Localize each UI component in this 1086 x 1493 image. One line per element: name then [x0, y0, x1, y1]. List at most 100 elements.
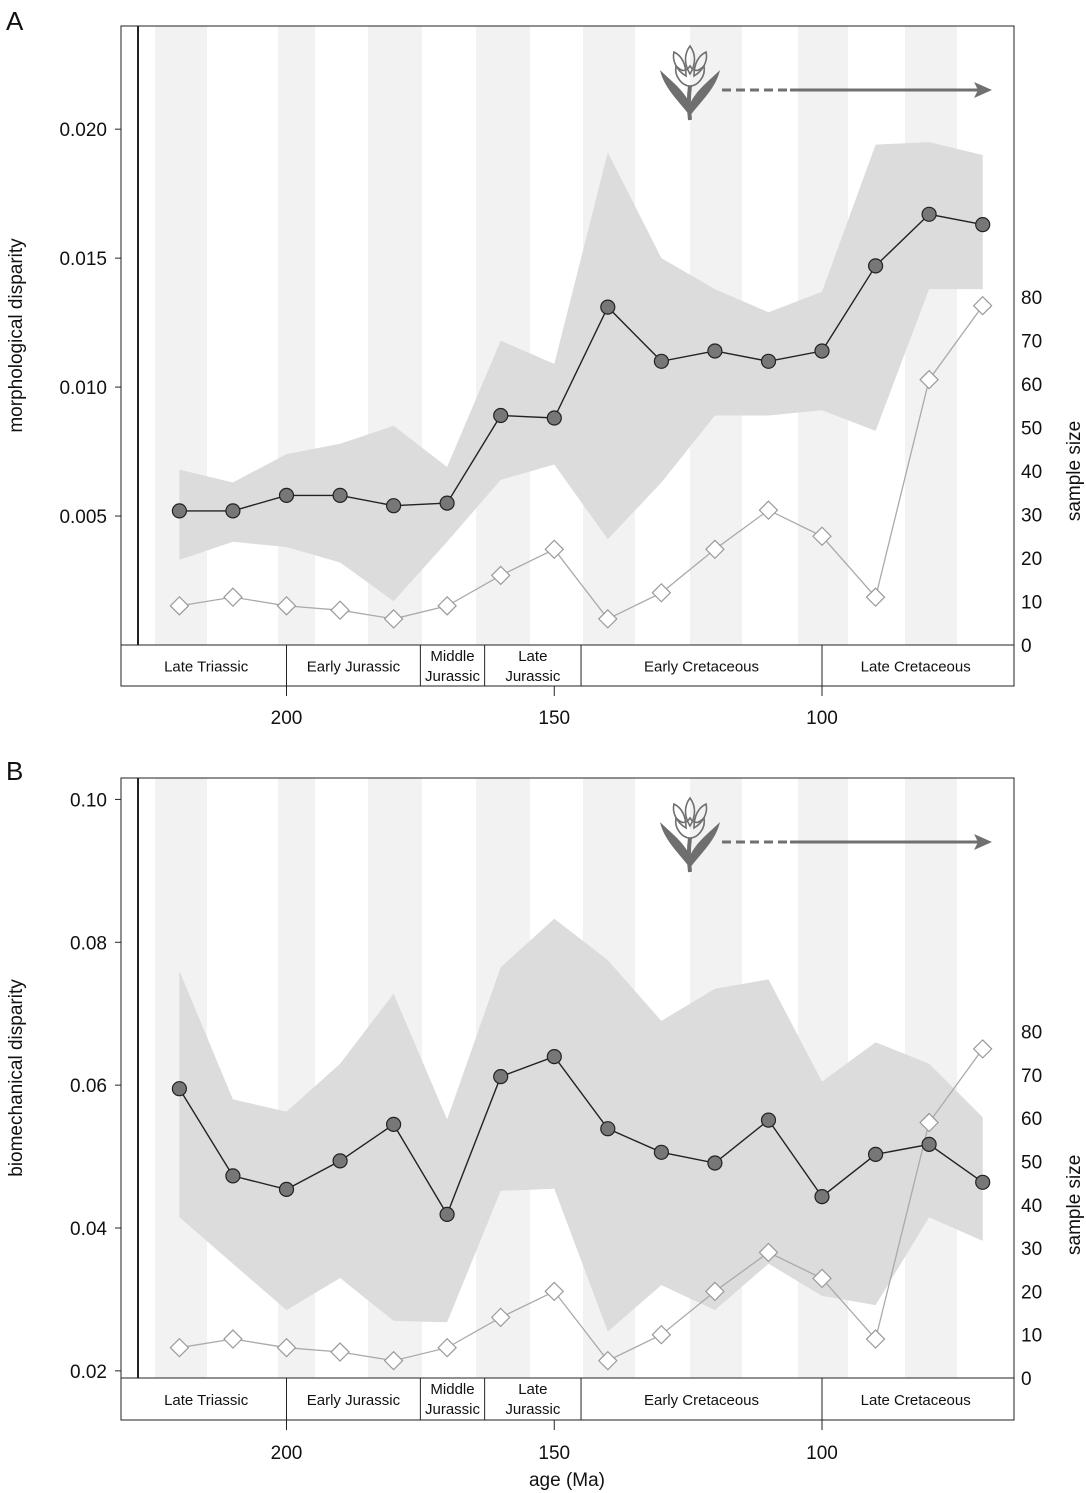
disparity-point[interactable] [439, 1206, 455, 1223]
disparity-point[interactable] [332, 1153, 348, 1169]
disparity-point[interactable] [600, 299, 616, 315]
sample-size-point[interactable] [919, 369, 939, 390]
arrow-head-icon [974, 834, 992, 850]
disparity-point[interactable] [493, 407, 509, 424]
sample-size-line [179, 305, 984, 620]
disparity-point[interactable] [760, 1112, 777, 1128]
y2-tick-label: 50 [1021, 1153, 1042, 1174]
disparity-point[interactable] [171, 1081, 187, 1097]
period-label: Early Cretaceous [644, 1392, 759, 1409]
y2-tick-label: 40 [1021, 462, 1042, 483]
disparity-point[interactable] [867, 258, 884, 274]
sample-size-point[interactable] [437, 1337, 457, 1358]
sample-size-point[interactable] [812, 1268, 832, 1289]
period-label: Middle Jurassic [425, 648, 481, 685]
disparity-point[interactable] [814, 1188, 830, 1205]
y-axis-title: biomechanical disparity [6, 979, 27, 1177]
y2-tick-label: 0 [1021, 636, 1032, 657]
sample-size-point[interactable] [812, 526, 832, 547]
disparity-point[interactable] [707, 343, 723, 359]
y2-tick-label: 80 [1021, 1023, 1042, 1044]
sample-size-point[interactable] [651, 582, 672, 603]
disparity-point[interactable] [975, 217, 991, 233]
period-label: Late Cretaceous [861, 659, 971, 676]
flower-petal [672, 802, 687, 830]
sample-size-point[interactable] [651, 1324, 672, 1345]
flower-petal [672, 50, 687, 78]
sample-size-point[interactable] [169, 1337, 190, 1358]
period-label-line: Middle [430, 648, 474, 665]
flower-icon [660, 44, 720, 121]
disparity-point[interactable] [225, 1168, 241, 1184]
y2-tick-label: 50 [1021, 419, 1042, 440]
disparity-point[interactable] [814, 343, 830, 359]
sample-size-point[interactable] [490, 565, 511, 586]
disparity-point[interactable] [653, 353, 670, 369]
disparity-point[interactable] [278, 487, 295, 503]
y-tick-label: 0.08 [70, 933, 107, 954]
disparity-point[interactable] [278, 1181, 295, 1198]
sample-size-line [179, 1048, 984, 1362]
disparity-point[interactable] [760, 353, 777, 369]
sample-size-point[interactable] [383, 609, 404, 629]
y-tick-label: 0.020 [59, 120, 107, 141]
period-label: Middle Jurassic [425, 1381, 481, 1418]
sample-size-point[interactable] [919, 1112, 939, 1133]
sample-size-point[interactable] [705, 539, 725, 560]
sample-size-point[interactable] [276, 1337, 297, 1358]
sample-size-point[interactable] [330, 600, 350, 621]
flower-petal [693, 802, 708, 830]
sample-size-point[interactable] [972, 1039, 993, 1059]
disparity-point[interactable] [921, 1136, 937, 1153]
disparity-point[interactable] [707, 1155, 723, 1171]
sample-size-point[interactable] [437, 596, 457, 616]
sample-size-point[interactable] [972, 295, 993, 316]
disparity-point[interactable] [171, 503, 187, 519]
disparity-point[interactable] [439, 495, 455, 511]
sample-size-point[interactable] [705, 1281, 725, 1302]
period-label-line: Jurassic [425, 668, 481, 685]
y-axis-title: morphological disparity [6, 238, 27, 433]
sample-size-point[interactable] [330, 1342, 350, 1362]
sample-size-point[interactable] [383, 1350, 404, 1371]
disparity-point[interactable] [546, 410, 562, 426]
y2-tick-label: 40 [1021, 1196, 1042, 1217]
disparity-point[interactable] [653, 1144, 670, 1160]
disparity-point[interactable] [600, 1121, 616, 1137]
disparity-point[interactable] [493, 1068, 509, 1085]
y-tick-label: 0.04 [70, 1219, 107, 1240]
flower-icon [660, 796, 720, 873]
disparity-point[interactable] [921, 206, 937, 222]
sample-size-point[interactable] [276, 596, 297, 616]
y-tick-label: 0.02 [70, 1362, 107, 1383]
period-label: Early Jurassic [307, 1392, 401, 1409]
y2-tick-label: 70 [1021, 1066, 1042, 1087]
sample-size-point[interactable] [544, 539, 565, 560]
sample-size-point[interactable] [223, 1329, 243, 1349]
disparity-point[interactable] [332, 487, 348, 503]
disparity-point[interactable] [975, 1174, 991, 1190]
sample-size-point[interactable] [544, 1281, 565, 1302]
y-tick-label: 0.10 [70, 790, 107, 811]
y2-tick-label: 60 [1021, 375, 1042, 396]
y2-tick-label: 70 [1021, 332, 1042, 353]
disparity-point[interactable] [225, 503, 241, 519]
sample-size-point[interactable] [865, 1329, 886, 1349]
disparity-point[interactable] [546, 1048, 562, 1065]
sample-size-point[interactable] [223, 587, 243, 607]
sample-size-point[interactable] [490, 1307, 511, 1328]
period-label-line: Late [518, 1381, 547, 1398]
period-label: Late Jurassic [505, 1381, 561, 1418]
disparity-point[interactable] [386, 1116, 402, 1133]
sample-size-point[interactable] [865, 587, 886, 607]
disparity-point[interactable] [867, 1146, 884, 1163]
y2-tick-label: 20 [1021, 1282, 1042, 1303]
sample-size-point[interactable] [758, 1242, 779, 1263]
sample-size-point[interactable] [597, 609, 618, 629]
panel-label: A [6, 6, 24, 36]
sample-size-point[interactable] [597, 1350, 618, 1371]
sample-size-point[interactable] [758, 500, 779, 520]
disparity-point[interactable] [386, 498, 402, 514]
arrow-head-icon [974, 82, 992, 98]
sample-size-point[interactable] [169, 596, 190, 616]
